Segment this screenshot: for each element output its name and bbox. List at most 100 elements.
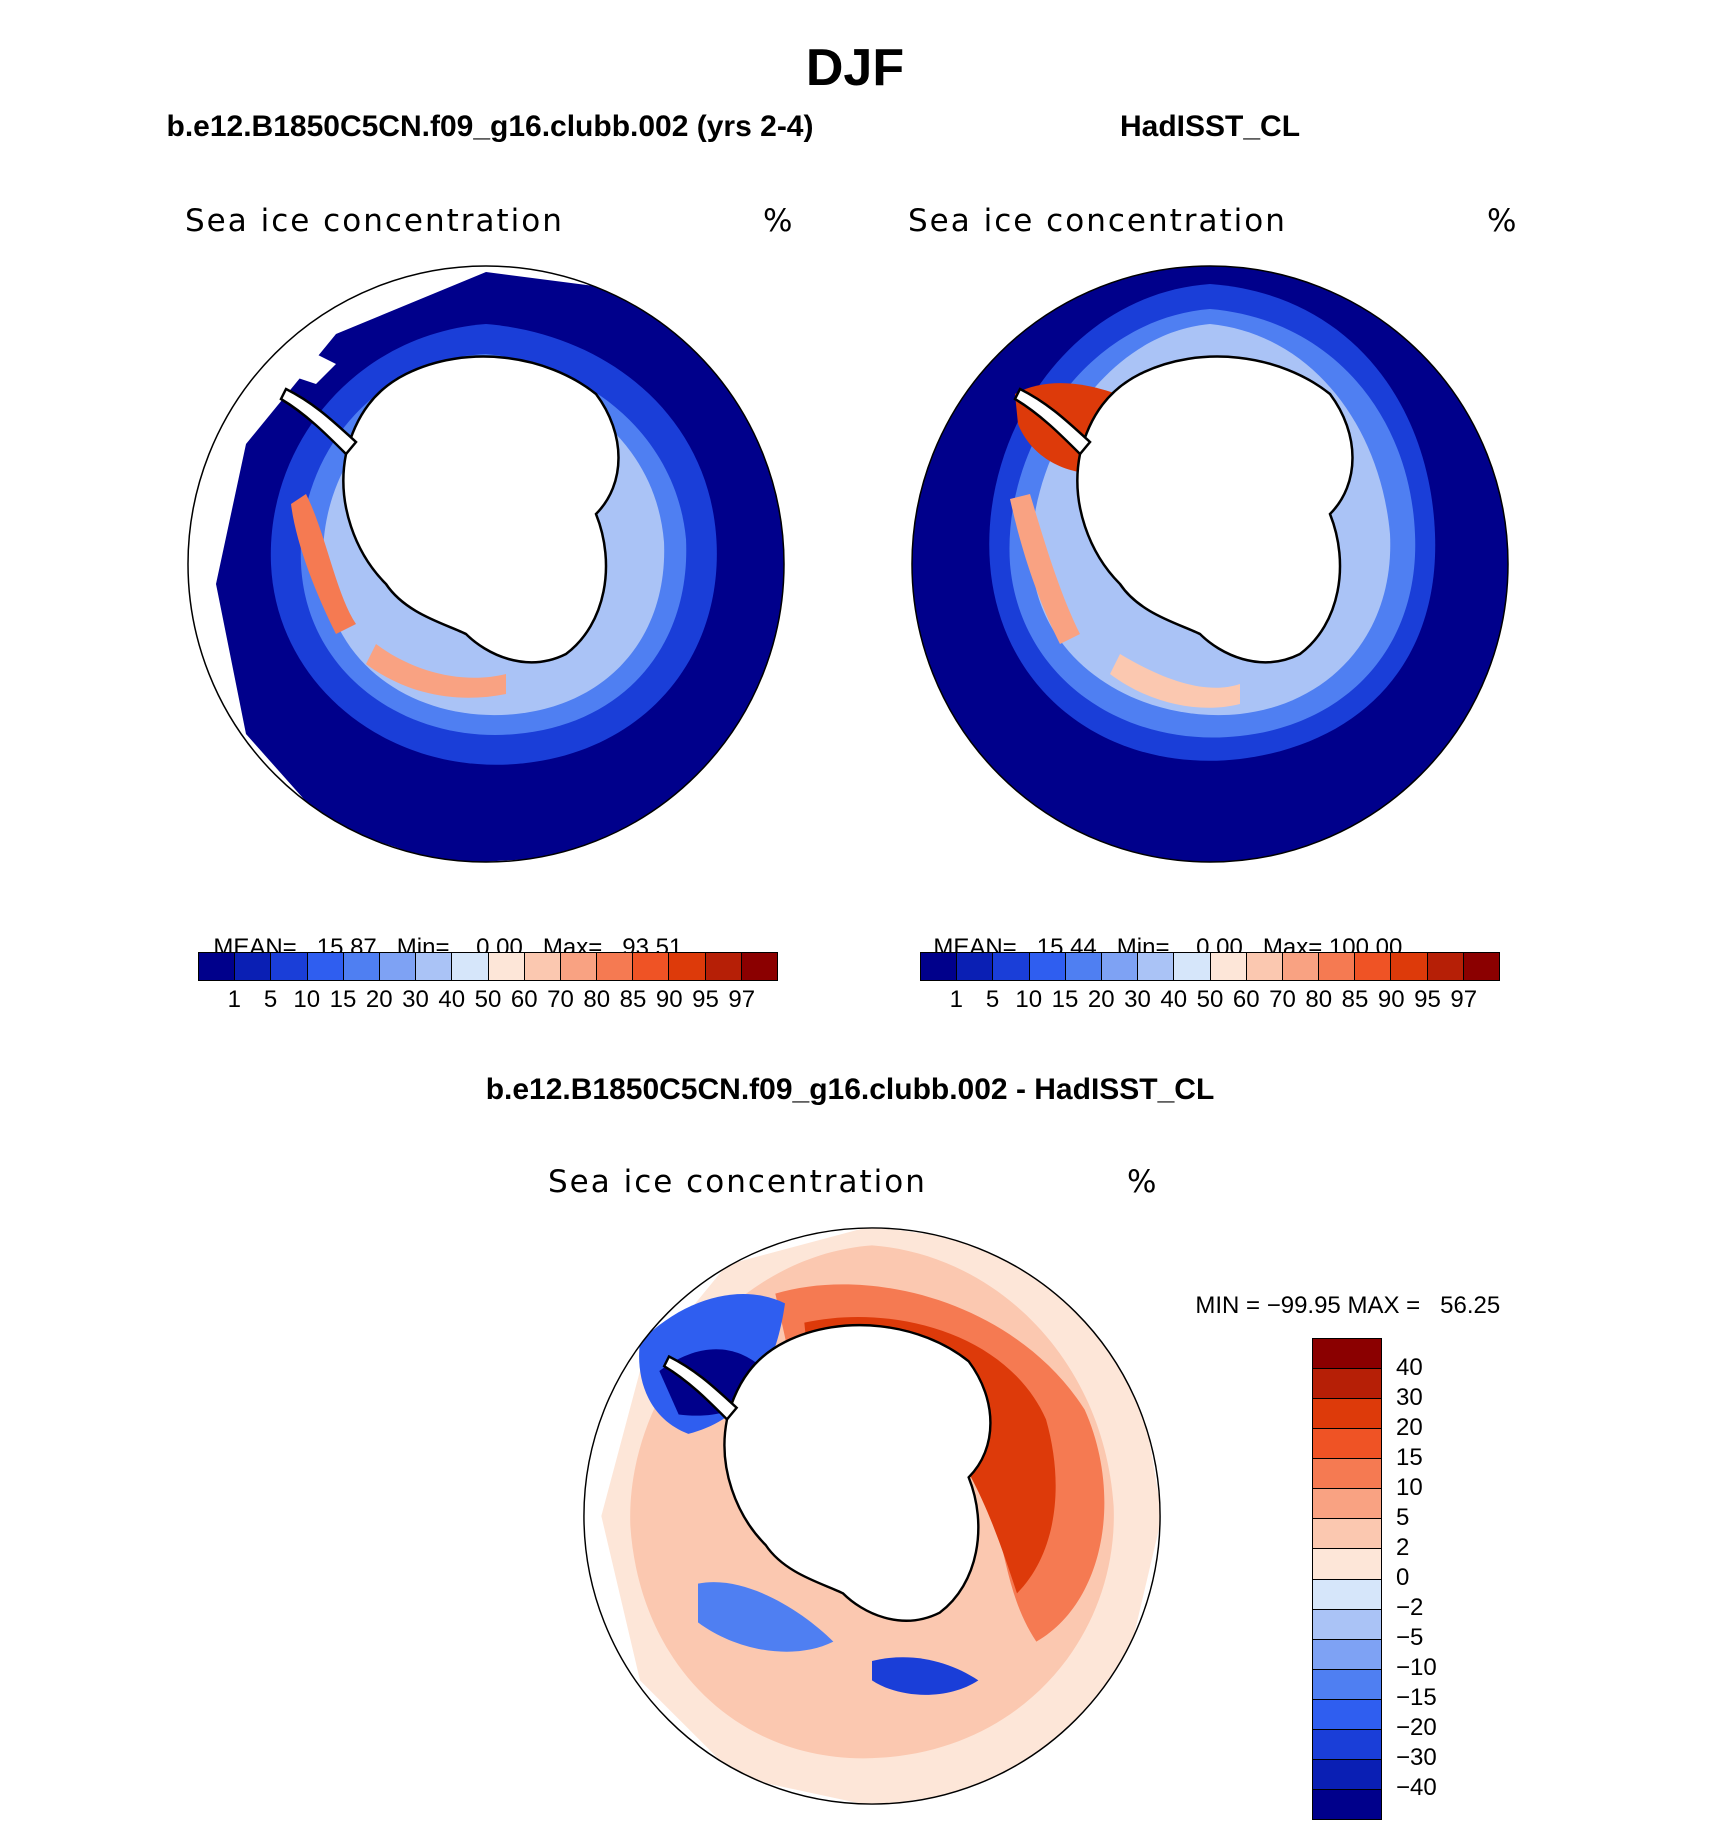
left-colorbar-swatch [271,953,308,980]
left-colorbar-tick-label: 70 [547,986,574,1013]
difference-colorbar-swatch [1313,1369,1381,1400]
left-colorbar-tick-label: 80 [583,986,611,1013]
difference-colorbar-tick-label: 0 [1396,1564,1410,1591]
difference-colorbar-swatch [1313,1729,1381,1760]
bottom-map-stats: MIN = −99.95 MAX = 56.25 [1182,1264,1500,1320]
difference-colorbar-swatch [1313,1519,1381,1550]
right-colorbar-swatch [1138,953,1175,980]
right-colorbar-tick-label: 85 [1341,986,1369,1013]
difference-colorbar-tick-label: −20 [1396,1714,1437,1741]
right-colorbar-swatch [921,953,958,980]
left-map-ross-gap [286,349,336,384]
right-colorbar-swatch [1282,953,1320,980]
diff-map-antarctica [723,1323,992,1622]
right-colorbar-tick-label: 15 [1051,986,1079,1013]
left-map-variable-label: Sea ice concentration [185,203,564,239]
left-colorbar-swatch [379,953,417,980]
right-colorbar-tick-label: 90 [1377,986,1405,1013]
diff-map-negative-2 [698,1582,834,1652]
left-colorbar-tick-label: 40 [438,986,466,1013]
right-colorbar-tick-label: 5 [985,986,1000,1013]
left-colorbar-swatch [416,953,453,980]
left-polar-map [187,265,785,863]
left-colorbar-swatch [560,953,598,980]
left-map-antarctica [342,355,620,664]
diff-map-positive-core [804,1316,1056,1594]
difference-colorbar: 40 30 20 15 10 5 2 0 −2 −5 −10 −15 −20 −30 −40 [1312,1338,1462,1820]
bottom-map-units-label: % [1127,1164,1157,1200]
left-colorbar-tick-label: 1 [227,986,241,1013]
bottom-max-value: 56.25 [1440,1292,1501,1319]
difference-colorbar-tick-label: 20 [1396,1414,1423,1441]
difference-colorbar-swatch [1313,1399,1381,1430]
right-colorbar-swatch [993,953,1030,980]
right-map-ice-high-2 [1010,494,1080,644]
left-map-peninsula [279,387,358,456]
right-colorbar-swatch [1174,953,1211,980]
left-colorbar-tick-label: 85 [619,986,647,1013]
left-map-ice-high-1 [291,494,356,634]
left-colorbar-swatch [343,953,380,980]
left-colorbar-swatch [488,953,525,980]
right-colorbar-tick-label: 50 [1196,986,1224,1013]
right-colorbar-swatch [1391,953,1428,980]
difference-colorbar-tick-label: −10 [1396,1654,1437,1681]
right-colorbar-tick-label: 70 [1269,986,1296,1013]
left-colorbar-swatch [633,953,670,980]
right-colorbar-swatch [1210,953,1247,980]
left-map-ice-high-2 [366,644,506,698]
right-colorbar: 1 5 10 15 20 30 40 50 60 70 80 85 90 95 97 [920,952,1500,1016]
difference-colorbar-swatch [1313,1459,1381,1490]
difference-colorbar-tick-label: 40 [1396,1354,1423,1381]
bottom-min-label: MIN = [1195,1292,1261,1319]
left-colorbar-swatch [235,953,272,980]
left-colorbar-tick-label: 97 [728,986,756,1013]
bottom-max-label: MAX = [1347,1292,1421,1319]
right-map-units-label: % [1487,203,1517,239]
right-colorbar-swatch [1101,953,1139,980]
left-colorbar-tick-label: 20 [365,986,393,1013]
left-colorbar: 1 5 10 15 20 30 40 50 60 70 80 85 90 95 97 [198,952,778,1016]
right-colorbar-swatch [1065,953,1102,980]
difference-colorbar-tick-label: −40 [1396,1774,1437,1801]
difference-colorbar-tick-label: 2 [1396,1534,1410,1561]
difference-polar-map [583,1227,1161,1805]
right-colorbar-swatch [1319,953,1356,980]
right-map-antarctica [1076,355,1354,664]
difference-colorbar-swatch [1313,1579,1381,1610]
right-colorbar-swatch [1355,953,1392,980]
left-map-units-label: % [763,203,793,239]
difference-colorbar-tick-label: 5 [1396,1504,1410,1531]
left-panel-title: b.e12.B1850C5CN.f09_g16.clubb.002 (yrs 2… [166,110,814,143]
right-map-ice-high-3 [1110,654,1240,708]
difference-colorbar-swatch [1313,1789,1381,1819]
right-colorbar-tick-label: 97 [1450,986,1478,1013]
figure-season-title: DJF [805,39,905,97]
difference-colorbar-swatch [1313,1639,1381,1670]
diff-map-peninsula [662,1354,739,1422]
bottom-panel-title: b.e12.B1850C5CN.f09_g16.clubb.002 - HadI… [485,1073,1215,1106]
left-colorbar-tick-label: 50 [474,986,502,1013]
right-colorbar-tick-label: 10 [1015,986,1043,1013]
difference-colorbar-tick-label: −5 [1396,1624,1424,1651]
difference-colorbar-swatch [1313,1339,1381,1370]
right-colorbar-tick-label: 30 [1124,986,1151,1013]
left-colorbar-tick-label: 15 [329,986,357,1013]
left-colorbar-tick-label: 5 [263,986,278,1013]
right-colorbar-swatch [1246,953,1283,980]
left-colorbar-swatch [452,953,489,980]
difference-colorbar-swatch [1313,1429,1381,1460]
left-colorbar-swatch [524,953,561,980]
difference-colorbar-swatch [1313,1489,1381,1520]
right-colorbar-tick-label: 80 [1305,986,1333,1013]
right-polar-map [911,265,1509,863]
right-panel-title: HadISST_CL [1119,110,1301,143]
difference-colorbar-tick-label: −2 [1396,1594,1424,1621]
left-colorbar-swatch [669,953,706,980]
right-colorbar-tick-label: 95 [1414,986,1441,1013]
bottom-map-variable-label: Sea ice concentration [548,1164,927,1200]
left-colorbar-tick-label: 10 [293,986,321,1013]
difference-colorbar-tick-label: 10 [1396,1474,1423,1501]
left-colorbar-swatch [307,953,344,980]
right-colorbar-swatch [1427,953,1464,980]
